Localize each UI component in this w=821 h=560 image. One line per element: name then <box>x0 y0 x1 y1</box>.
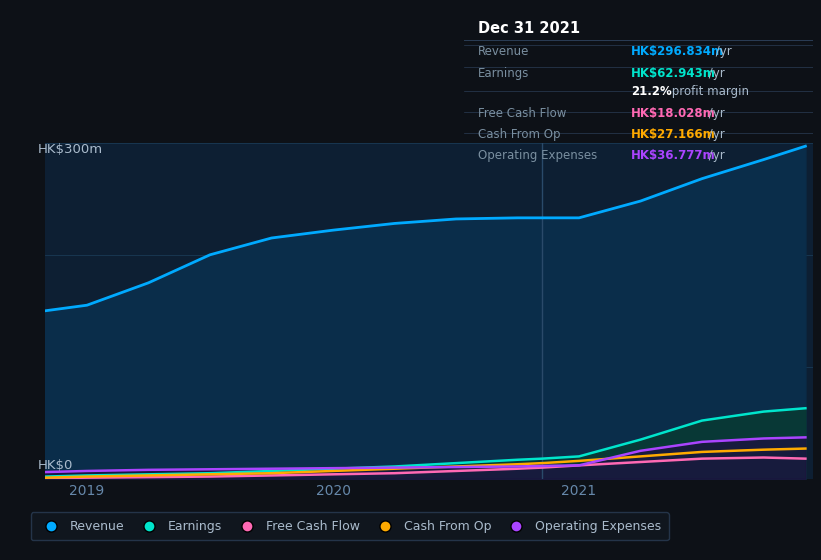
Legend: Revenue, Earnings, Free Cash Flow, Cash From Op, Operating Expenses: Revenue, Earnings, Free Cash Flow, Cash … <box>31 512 668 540</box>
Text: /yr: /yr <box>704 128 724 141</box>
Text: /yr: /yr <box>704 67 724 80</box>
Text: HK$36.777m: HK$36.777m <box>631 149 716 162</box>
Text: Free Cash Flow: Free Cash Flow <box>478 107 566 120</box>
Text: Revenue: Revenue <box>478 45 530 58</box>
Text: profit margin: profit margin <box>668 85 749 98</box>
Text: /yr: /yr <box>712 45 732 58</box>
Text: HK$62.943m: HK$62.943m <box>631 67 716 80</box>
Text: /yr: /yr <box>704 149 724 162</box>
Text: HK$18.028m: HK$18.028m <box>631 107 716 120</box>
Text: /yr: /yr <box>704 107 724 120</box>
Text: Earnings: Earnings <box>478 67 530 80</box>
Text: HK$27.166m: HK$27.166m <box>631 128 716 141</box>
Text: 21.2%: 21.2% <box>631 85 672 98</box>
Text: Operating Expenses: Operating Expenses <box>478 149 597 162</box>
Text: Dec 31 2021: Dec 31 2021 <box>478 21 580 36</box>
Text: HK$0: HK$0 <box>38 459 73 472</box>
Text: HK$296.834m: HK$296.834m <box>631 45 724 58</box>
Text: Cash From Op: Cash From Op <box>478 128 560 141</box>
Text: HK$300m: HK$300m <box>38 143 103 156</box>
